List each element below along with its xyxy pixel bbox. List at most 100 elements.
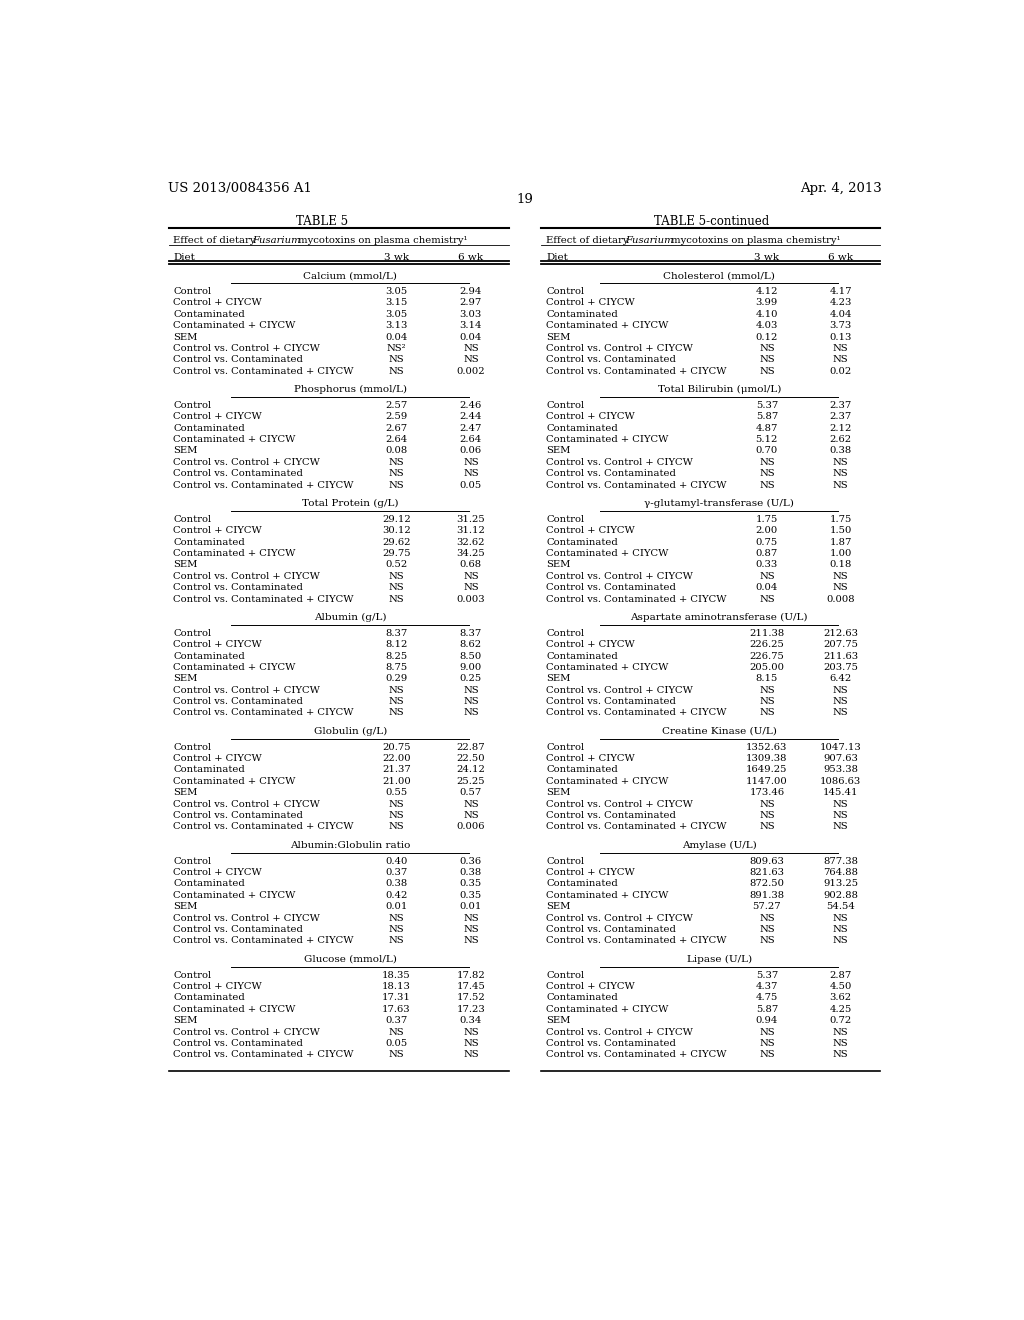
- Text: Control vs. Contaminated: Control vs. Contaminated: [173, 1039, 303, 1048]
- Text: 19: 19: [516, 193, 534, 206]
- Text: SEM: SEM: [173, 675, 198, 684]
- Text: Phosphorus (mmol/L): Phosphorus (mmol/L): [294, 385, 407, 395]
- Text: NS: NS: [759, 925, 775, 935]
- Text: 29.62: 29.62: [382, 537, 411, 546]
- Text: Contaminated + CIYCW: Contaminated + CIYCW: [173, 549, 296, 558]
- Text: Control vs. Contaminated: Control vs. Contaminated: [173, 925, 303, 935]
- Text: Contaminated + CIYCW: Contaminated + CIYCW: [546, 891, 669, 900]
- Text: Control vs. Contaminated + CIYCW: Control vs. Contaminated + CIYCW: [173, 709, 353, 718]
- Text: Calcium (mmol/L): Calcium (mmol/L): [303, 271, 397, 280]
- Text: 3.05: 3.05: [385, 286, 408, 296]
- Text: Control: Control: [546, 970, 585, 979]
- Text: Lipase (U/L): Lipase (U/L): [687, 954, 752, 964]
- Text: NS: NS: [759, 1027, 775, 1036]
- Text: NS: NS: [833, 913, 849, 923]
- Text: NS: NS: [759, 345, 775, 352]
- Text: NS: NS: [833, 925, 849, 935]
- Text: NS: NS: [388, 697, 404, 706]
- Text: 4.23: 4.23: [829, 298, 852, 308]
- Text: 31.12: 31.12: [457, 527, 485, 535]
- Text: 0.42: 0.42: [385, 891, 408, 900]
- Text: 4.10: 4.10: [756, 310, 778, 318]
- Text: 2.37: 2.37: [829, 412, 852, 421]
- Text: 0.04: 0.04: [756, 583, 778, 593]
- Text: US 2013/0084356 A1: US 2013/0084356 A1: [168, 182, 311, 195]
- Text: 0.55: 0.55: [385, 788, 408, 797]
- Text: 22.50: 22.50: [457, 754, 485, 763]
- Text: 1.75: 1.75: [829, 515, 852, 524]
- Text: 1309.38: 1309.38: [746, 754, 787, 763]
- Text: Globulin (g/L): Globulin (g/L): [313, 727, 387, 737]
- Text: NS: NS: [463, 1039, 478, 1048]
- Text: Control vs. Contaminated + CIYCW: Control vs. Contaminated + CIYCW: [546, 822, 727, 832]
- Text: 4.17: 4.17: [829, 286, 852, 296]
- Text: Effect of dietary: Effect of dietary: [546, 236, 632, 244]
- Text: 4.04: 4.04: [829, 310, 852, 318]
- Text: Control + CIYCW: Control + CIYCW: [546, 754, 635, 763]
- Text: 0.38: 0.38: [385, 879, 408, 888]
- Text: NS²: NS²: [386, 345, 407, 352]
- Text: 2.97: 2.97: [460, 298, 482, 308]
- Text: 17.23: 17.23: [457, 1005, 485, 1014]
- Text: NS: NS: [388, 458, 404, 467]
- Text: Contaminated + CIYCW: Contaminated + CIYCW: [546, 663, 669, 672]
- Text: Contaminated + CIYCW: Contaminated + CIYCW: [546, 321, 669, 330]
- Text: 0.04: 0.04: [460, 333, 482, 342]
- Text: SEM: SEM: [173, 1016, 198, 1026]
- Text: Control: Control: [546, 401, 585, 411]
- Text: 0.08: 0.08: [385, 446, 408, 455]
- Text: 1147.00: 1147.00: [745, 777, 787, 785]
- Text: 2.64: 2.64: [460, 436, 482, 444]
- Text: mycotoxins on plasma chemistry¹: mycotoxins on plasma chemistry¹: [668, 236, 840, 244]
- Text: 17.82: 17.82: [457, 970, 485, 979]
- Text: Albumin:Globulin ratio: Albumin:Globulin ratio: [290, 841, 411, 850]
- Text: Creatine Kinase (U/L): Creatine Kinase (U/L): [662, 727, 776, 737]
- Text: 2.59: 2.59: [385, 412, 408, 421]
- Text: 0.33: 0.33: [756, 561, 778, 569]
- Text: Contaminated: Contaminated: [173, 537, 245, 546]
- Text: NS: NS: [388, 810, 404, 820]
- Text: 17.31: 17.31: [382, 994, 411, 1002]
- Text: 907.63: 907.63: [823, 754, 858, 763]
- Text: SEM: SEM: [546, 1016, 570, 1026]
- Text: 31.25: 31.25: [457, 515, 485, 524]
- Text: NS: NS: [759, 469, 775, 478]
- Text: 173.46: 173.46: [750, 788, 784, 797]
- Text: Contaminated + CIYCW: Contaminated + CIYCW: [173, 1005, 296, 1014]
- Text: NS: NS: [388, 800, 404, 809]
- Text: 0.40: 0.40: [385, 857, 408, 866]
- Text: 3 wk: 3 wk: [755, 253, 779, 261]
- Text: 0.05: 0.05: [385, 1039, 408, 1048]
- Text: Contaminated: Contaminated: [173, 994, 245, 1002]
- Text: Control vs. Contaminated: Control vs. Contaminated: [546, 355, 676, 364]
- Text: 1.50: 1.50: [829, 527, 852, 535]
- Text: 226.25: 226.25: [750, 640, 784, 649]
- Text: Control vs. Contaminated + CIYCW: Control vs. Contaminated + CIYCW: [546, 367, 727, 376]
- Text: NS: NS: [833, 1039, 849, 1048]
- Text: 0.006: 0.006: [457, 822, 485, 832]
- Text: Contaminated: Contaminated: [173, 879, 245, 888]
- Text: 821.63: 821.63: [750, 869, 784, 876]
- Text: SEM: SEM: [546, 902, 570, 911]
- Text: Control vs. Contaminated + CIYCW: Control vs. Contaminated + CIYCW: [546, 709, 727, 718]
- Text: NS: NS: [388, 572, 404, 581]
- Text: Control vs. Control + CIYCW: Control vs. Control + CIYCW: [546, 800, 693, 809]
- Text: 57.27: 57.27: [753, 902, 781, 911]
- Text: Glucose (mmol/L): Glucose (mmol/L): [304, 954, 396, 964]
- Text: 22.00: 22.00: [382, 754, 411, 763]
- Text: NS: NS: [463, 458, 478, 467]
- Text: NS: NS: [388, 594, 404, 603]
- Text: Diet: Diet: [546, 253, 568, 261]
- Text: Contaminated: Contaminated: [546, 652, 617, 660]
- Text: NS: NS: [759, 697, 775, 706]
- Text: 877.38: 877.38: [823, 857, 858, 866]
- Text: 29.75: 29.75: [382, 549, 411, 558]
- Text: 0.01: 0.01: [460, 902, 482, 911]
- Text: Amylase (U/L): Amylase (U/L): [682, 841, 757, 850]
- Text: 3.13: 3.13: [385, 321, 408, 330]
- Text: 2.37: 2.37: [829, 401, 852, 411]
- Text: 0.04: 0.04: [385, 333, 408, 342]
- Text: NS: NS: [463, 1027, 478, 1036]
- Text: NS: NS: [463, 709, 478, 718]
- Text: 0.12: 0.12: [756, 333, 778, 342]
